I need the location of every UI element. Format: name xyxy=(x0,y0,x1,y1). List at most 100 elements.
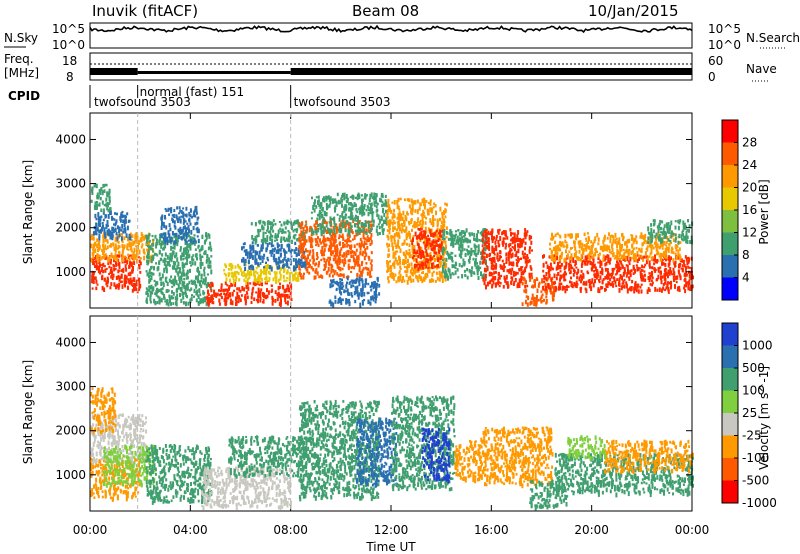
scatter-cell xyxy=(164,215,166,220)
scatter-cell xyxy=(324,263,327,268)
scatter-cell xyxy=(411,240,414,246)
scatter-cell xyxy=(668,281,671,285)
scatter-cell xyxy=(660,275,662,281)
scatter-cell xyxy=(337,282,340,287)
scatter-cell xyxy=(382,230,385,236)
scatter-cell xyxy=(628,248,631,251)
scatter-cell xyxy=(395,280,398,284)
scatter-cell xyxy=(168,223,171,228)
scatter-cell xyxy=(387,276,390,280)
scatter-cell xyxy=(360,243,363,248)
scatter-cell xyxy=(116,257,119,263)
scatter-cell xyxy=(687,260,690,265)
scatter-cell xyxy=(574,264,577,267)
scatter-cell xyxy=(109,268,112,274)
scatter-cell xyxy=(193,211,196,216)
scatter-cell xyxy=(576,271,579,276)
scatter-cell xyxy=(356,255,359,261)
scatter-cell xyxy=(348,208,351,212)
scatter-cell xyxy=(386,245,389,248)
scatter-cell xyxy=(481,237,484,243)
scatter-cell xyxy=(403,262,406,266)
scatter-cell xyxy=(169,238,172,241)
scatter-cell xyxy=(511,240,514,245)
scatter-cell xyxy=(504,237,507,240)
scatter-cell xyxy=(403,224,406,227)
scatter-cell xyxy=(181,261,184,267)
scatter-cell xyxy=(192,213,195,217)
scatter-cell xyxy=(552,257,555,262)
scatter-cell xyxy=(109,230,112,235)
scatter-cell xyxy=(212,301,215,305)
scatter-cell xyxy=(597,257,600,260)
scatter-cell xyxy=(272,256,275,260)
scatter-cell xyxy=(455,230,457,233)
scatter-cell xyxy=(582,259,585,263)
scatter-cell xyxy=(573,282,576,287)
scatter-cell xyxy=(201,234,204,240)
scatter-cell xyxy=(408,222,411,226)
scatter-cell xyxy=(542,269,545,273)
scatter-cell xyxy=(98,266,100,271)
scatter-cell xyxy=(278,264,281,270)
scatter-cell xyxy=(567,285,570,288)
scatter-cell xyxy=(484,246,487,252)
scatter-cell xyxy=(371,295,374,298)
scatter-cell xyxy=(339,201,342,205)
scatter-cell xyxy=(127,220,130,223)
scatter-cell xyxy=(545,289,548,293)
scatter-cell xyxy=(171,214,174,217)
scatter-cell xyxy=(185,240,188,244)
scatter-cell xyxy=(639,272,642,276)
scatter-cell xyxy=(229,301,232,305)
scatter-cell xyxy=(516,284,519,289)
scatter-cell xyxy=(601,248,604,251)
scatter-cell xyxy=(162,240,164,246)
scatter-cell xyxy=(614,232,617,238)
scatter-cell xyxy=(289,263,292,266)
scatter-cell xyxy=(187,283,190,286)
scatter-cell xyxy=(226,296,229,299)
scatter-cell xyxy=(315,220,318,225)
scatter-cell xyxy=(687,265,690,269)
scatter-cell xyxy=(288,278,291,282)
scatter-cell xyxy=(251,288,254,294)
scatter-cell xyxy=(543,288,546,292)
scatter-cell xyxy=(333,243,336,247)
scatter-cell xyxy=(655,247,658,252)
scatter-cell xyxy=(106,257,109,261)
scatter-cell xyxy=(330,251,333,257)
scatter-cell xyxy=(280,223,283,227)
scatter-cell xyxy=(148,256,151,259)
scatter-cell xyxy=(182,225,185,229)
scatter-cell xyxy=(263,266,266,269)
scatter-cell xyxy=(298,258,300,262)
scatter-cell xyxy=(636,254,639,257)
scatter-cell xyxy=(266,263,269,266)
scatter-cell xyxy=(430,228,433,232)
scatter-cell xyxy=(483,230,486,234)
scatter-cell xyxy=(106,233,109,236)
scatter-cell xyxy=(277,229,280,235)
scatter-cell xyxy=(106,239,109,242)
scatter-cell xyxy=(397,243,399,248)
scatter-cell xyxy=(347,252,350,256)
scatter-cell xyxy=(345,253,348,258)
scatter-cell xyxy=(316,257,318,261)
scatter-cell xyxy=(396,233,399,238)
scatter-cell xyxy=(227,268,230,271)
scatter-cell xyxy=(381,224,384,229)
scatter-cell xyxy=(259,262,262,265)
scatter-cell xyxy=(341,267,344,271)
scatter-cell xyxy=(370,192,373,197)
scatter-cell xyxy=(314,238,317,241)
scatter-cell xyxy=(223,292,226,295)
scatter-cell xyxy=(324,243,327,248)
scatter-cell xyxy=(187,256,190,259)
scatter-cell xyxy=(361,212,364,217)
scatter-cell xyxy=(392,235,395,239)
scatter-cell xyxy=(390,265,393,270)
scatter-cell xyxy=(370,266,373,272)
scatter-cell xyxy=(303,250,306,255)
scatter-cell xyxy=(515,258,518,261)
